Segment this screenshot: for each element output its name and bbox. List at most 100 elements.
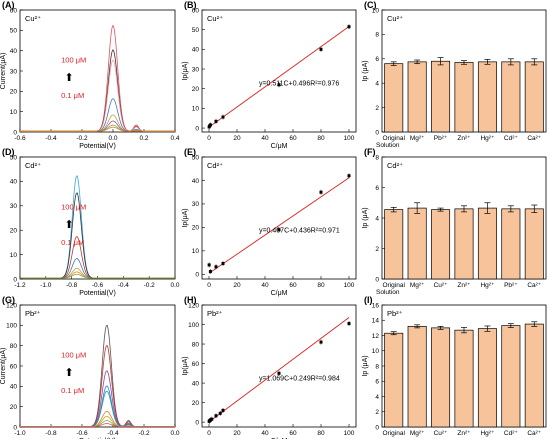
- bar: [477, 61, 497, 133]
- y-tick-label: 12: [372, 333, 380, 340]
- x-tick-label: 80: [317, 430, 325, 437]
- x-tick-label: 0.4: [170, 135, 179, 142]
- voltammogram-curve: [20, 390, 175, 427]
- bar: [431, 209, 451, 280]
- panel-g: (G) 0 20 40 60 80 100 120 Current(μA) Pb²⁺ -1.0 -0.…: [0, 295, 180, 439]
- voltammogram-curve: [20, 175, 175, 279]
- y-axis-label: Ip(μA): [182, 208, 189, 227]
- x-tick-label: -0.6: [14, 135, 26, 142]
- y-axis-label: Current(μA): [0, 53, 7, 90]
- x-tick-label: 40: [261, 430, 269, 437]
- bar: [501, 325, 521, 428]
- y-tick-label: 0: [375, 276, 379, 283]
- bar: [524, 323, 544, 428]
- x-tick-label: 0.0: [170, 282, 179, 289]
- data-point: [208, 269, 212, 273]
- bar: [454, 62, 474, 133]
- bar: [431, 60, 451, 133]
- y-tick-label: 30: [10, 68, 18, 75]
- panel-h: (H) 0 20 40 60 80 100 120 Ip(μA) Pb²⁺ 0 20 40 60 80 100…: [182, 295, 357, 439]
- bar: [384, 63, 404, 133]
- panel-b: (B) 0 10 20 30 40 50 60 Ip(μA) Cu²⁺ 0 20 40 60 80 100 C/…: [182, 0, 357, 150]
- voltammogram-curve: [20, 273, 175, 279]
- panel-i: (I) 0 2 4 6 8 10 12 14 16 Ip (μA) Pb²⁺ Original Mg²⁺ C…: [362, 295, 547, 437]
- concentration-max-label: 100 μM: [61, 350, 86, 359]
- y-tick-label: 20: [10, 228, 18, 235]
- panel-label: (B): [184, 0, 197, 10]
- y-tick-label: 40: [10, 384, 18, 391]
- x-tick-label: -1.2: [14, 282, 26, 289]
- x-axis-label: C/μM: [271, 143, 288, 150]
- bar: [501, 208, 521, 280]
- voltammogram-curve: [20, 114, 175, 132]
- data-point: [221, 115, 225, 119]
- bar: [524, 208, 544, 280]
- voltammogram-curve: [20, 324, 175, 427]
- x-tick-label: -1.0: [40, 282, 52, 289]
- ion-label: Pb²⁺: [207, 309, 223, 318]
- data-point: [347, 322, 351, 326]
- data-point: [319, 340, 323, 344]
- x-tick-label: 0: [207, 282, 211, 289]
- y-tick-label: 14: [372, 318, 380, 325]
- bar: [454, 208, 474, 280]
- x-tick-label: 0.2: [139, 135, 148, 142]
- y-tick-label: 40: [192, 380, 200, 387]
- category-label: Original: [383, 430, 406, 437]
- y-tick-label: 0: [13, 129, 17, 136]
- concentration-max-label: 100 μM: [61, 55, 86, 64]
- y-tick-label: 60: [192, 7, 200, 14]
- y-tick-label: 0: [13, 276, 17, 283]
- category-label: Zn²⁺: [457, 135, 471, 142]
- data-point: [347, 25, 351, 29]
- y-tick-label: 120: [188, 302, 199, 309]
- y-axis-label: Ip (μA): [362, 60, 369, 81]
- y-tick-label: 4: [375, 81, 379, 88]
- bar: [384, 209, 404, 280]
- category-label: Ca²⁺: [527, 430, 541, 437]
- axes-frame: [19, 156, 176, 280]
- x-tick-label: -0.2: [138, 430, 150, 437]
- x-tick-label: -0.8: [45, 430, 57, 437]
- y-tick-label: 0: [195, 419, 199, 426]
- ion-label: Cd²⁺: [207, 161, 223, 170]
- y-tick-label: 0: [195, 272, 199, 279]
- x-tick-label: 100: [344, 282, 355, 289]
- panel-e: (E) 0 10 20 30 40 50 Ip(μA) Cd²⁺ 0 20 40 60 80 100 C/μM…: [182, 147, 357, 297]
- x-tick-label: 60: [289, 430, 297, 437]
- x-tick-label: 40: [261, 282, 269, 289]
- y-tick-label: 20: [10, 89, 18, 96]
- category-label: Zn²⁺: [457, 430, 471, 437]
- voltammogram-curve: [20, 192, 175, 279]
- data-point: [319, 190, 323, 194]
- category-label: Cu²⁺: [434, 430, 448, 437]
- x-tick-label: 100: [344, 430, 355, 437]
- y-tick-label: 80: [10, 343, 18, 350]
- y-tick-label: 2: [375, 246, 379, 253]
- bar: [524, 61, 544, 133]
- data-point: [277, 228, 281, 232]
- voltammogram-curve: [20, 120, 175, 132]
- y-tick-label: 10: [372, 7, 380, 14]
- axes-frame: [19, 304, 176, 428]
- x-tick-label: 0.0: [108, 135, 117, 142]
- x-tick-label: 60: [289, 282, 297, 289]
- fit-line: [208, 26, 350, 128]
- voltammogram-curve: [20, 24, 175, 132]
- y-axis-label: Ip(μA): [182, 356, 189, 375]
- y-axis-label: Ip(μA): [182, 61, 189, 80]
- category-label: Cd²⁺: [504, 135, 518, 142]
- voltammogram-curve: [20, 370, 175, 427]
- y-tick-label: 50: [10, 154, 18, 161]
- category-label: Mg²⁺: [410, 430, 425, 437]
- x-tick-label: -1.0: [14, 430, 26, 437]
- x-tick-label: 80: [317, 135, 325, 142]
- data-point: [221, 408, 225, 412]
- y-axis-label: Ip (μA): [362, 207, 369, 228]
- category-label-line2: Solution: [376, 289, 400, 296]
- x-tick-label: -0.6: [92, 282, 104, 289]
- x-tick-label: -0.2: [144, 282, 156, 289]
- voltammogram-curve: [20, 98, 175, 132]
- panel-label: (D): [2, 147, 15, 157]
- y-tick-label: 60: [192, 361, 200, 368]
